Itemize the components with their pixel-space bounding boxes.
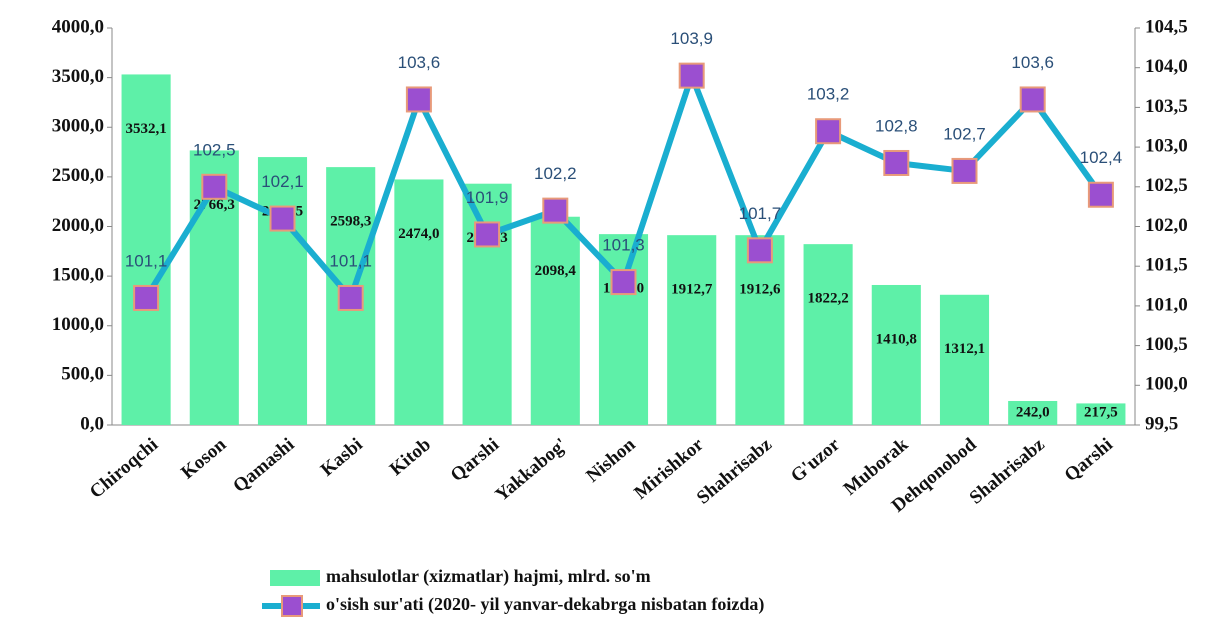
- x-tick-label: Chiroqchi: [86, 434, 162, 503]
- line-marker: [746, 237, 773, 264]
- y2-tick-label: 99,5: [1145, 413, 1178, 434]
- line-marker: [337, 284, 364, 311]
- line-marker: [542, 197, 569, 224]
- line-marker: [201, 173, 228, 200]
- legend-item: mahsulotlar (xizmatlar) hajmi, mlrd. so'…: [270, 566, 651, 587]
- bar-value-label: 1312,1: [944, 341, 985, 357]
- line-value-label: 102,2: [534, 164, 577, 183]
- bar: [871, 284, 921, 425]
- line-value-label: 102,1: [261, 172, 304, 191]
- line-marker: [815, 118, 842, 145]
- bar: [121, 74, 171, 425]
- line-marker: [883, 149, 910, 176]
- y-tick-label: 2500,0: [52, 165, 104, 186]
- bar-value-label: 1822,2: [807, 291, 848, 307]
- x-tick-label: Qamashi: [229, 434, 298, 497]
- line-marker: [678, 62, 705, 89]
- legend-item: o'sish sur'ati (2020- yil yanvar-dekabrg…: [262, 594, 764, 617]
- line-marker: [1019, 86, 1046, 113]
- line-value-label: 102,8: [875, 116, 918, 135]
- bar: [939, 294, 990, 425]
- line-value-label: 101,1: [329, 251, 372, 270]
- line-marker: [269, 205, 296, 232]
- bar-value-label: 1410,8: [876, 331, 917, 347]
- line-marker: [133, 284, 160, 311]
- y2-tick-label: 101,0: [1145, 294, 1188, 315]
- y2-tick-label: 103,5: [1145, 96, 1188, 117]
- x-tick-label: Shahrisabz: [693, 434, 776, 509]
- line-value-label: 103,9: [670, 29, 713, 48]
- y2-tick-label: 104,0: [1145, 56, 1188, 77]
- bar: [735, 235, 785, 425]
- bar: [462, 183, 512, 425]
- bar-value-label: 2474,0: [398, 226, 439, 242]
- line-value-label: 101,9: [466, 188, 509, 207]
- x-tick-label: G'uzor: [787, 434, 845, 487]
- line-value-label: 103,2: [807, 85, 850, 104]
- bar: [803, 244, 853, 425]
- line-value-label: 102,5: [193, 140, 236, 159]
- line-value-label: 101,7: [739, 204, 782, 223]
- y2-tick-label: 103,0: [1145, 135, 1188, 156]
- legend-label: o'sish sur'ati (2020- yil yanvar-dekabrg…: [326, 594, 764, 615]
- x-tick-label: Qarshi: [447, 434, 503, 486]
- y2-tick-label: 100,0: [1145, 374, 1188, 395]
- line-value-label: 101,3: [602, 236, 645, 255]
- x-tick-label: Nishon: [582, 434, 640, 487]
- bar: [257, 157, 308, 425]
- y-tick-label: 0,0: [80, 413, 104, 434]
- y2-tick-label: 104,5: [1145, 16, 1188, 37]
- line-marker: [1087, 181, 1114, 208]
- legend-swatch: [270, 570, 320, 586]
- y-tick-label: 1000,0: [52, 314, 104, 335]
- bar: [667, 235, 717, 425]
- x-tick-label: Yakkabog': [491, 434, 571, 506]
- line-value-label: 102,4: [1080, 148, 1123, 167]
- y2-tick-label: 101,5: [1145, 255, 1188, 276]
- bar: [394, 179, 444, 425]
- y2-tick-label: 100,5: [1145, 334, 1188, 355]
- line-marker: [474, 221, 501, 248]
- x-tick-label: Kitob: [386, 434, 435, 480]
- bar-value-label: 3532,1: [125, 121, 166, 137]
- line-value-label: 102,7: [943, 124, 986, 143]
- line-marker: [951, 157, 978, 184]
- y-tick-label: 3500,0: [52, 66, 104, 87]
- bar-value-label: 1912,7: [671, 282, 713, 298]
- line-marker: [610, 269, 637, 296]
- legend-marker: [281, 595, 303, 617]
- x-tick-label: Kasbi: [317, 434, 367, 481]
- y-tick-label: 500,0: [61, 364, 104, 385]
- line-value-label: 103,6: [1011, 53, 1054, 72]
- y2-tick-label: 102,0: [1145, 215, 1188, 236]
- y-tick-label: 1500,0: [52, 264, 104, 285]
- line-value-label: 101,1: [125, 251, 168, 270]
- bar-value-label: 1912,6: [739, 282, 781, 298]
- x-tick-label: Koson: [177, 434, 230, 484]
- legend-label: mahsulotlar (xizmatlar) hajmi, mlrd. so'…: [326, 566, 651, 587]
- line-value-label: 103,6: [398, 53, 441, 72]
- bar: [1008, 400, 1058, 425]
- bar-value-label: 2598,3: [330, 214, 371, 230]
- bar-value-label: 217,5: [1084, 404, 1118, 420]
- bar: [530, 216, 580, 425]
- x-tick-label: Qarshi: [1061, 434, 1117, 486]
- y-tick-label: 4000,0: [52, 16, 104, 37]
- y2-tick-label: 102,5: [1145, 175, 1188, 196]
- x-tick-label: Shahrisabz: [966, 434, 1049, 509]
- line-marker: [405, 86, 432, 113]
- y-tick-label: 2000,0: [52, 215, 104, 236]
- bar: [1076, 403, 1126, 425]
- bar-value-label: 242,0: [1016, 404, 1050, 420]
- bar-value-label: 2098,4: [535, 263, 577, 279]
- y-tick-label: 3000,0: [52, 116, 104, 137]
